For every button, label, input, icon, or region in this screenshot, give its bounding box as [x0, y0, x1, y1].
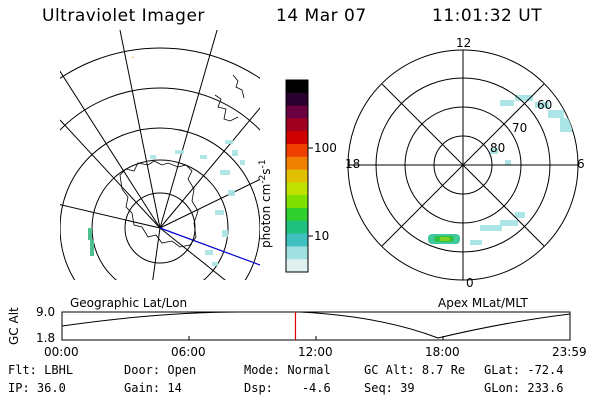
mlt-label-12: 12	[456, 36, 472, 50]
xtick-0600: 06:00	[171, 345, 206, 359]
altitude-ytick-top: 9.0	[36, 305, 56, 319]
apex-polar-plot	[347, 49, 579, 281]
footer-mode: Mode: Normal	[244, 363, 331, 377]
colorbar-band	[286, 144, 308, 158]
geographic-map	[60, 30, 260, 280]
mlt-label-18: 18	[345, 157, 361, 171]
colorbar-band	[286, 182, 308, 196]
apex-panel-label: Apex MLat/MLT	[438, 296, 528, 310]
mlt-label-0: 0	[466, 276, 474, 290]
footer-gain: Gain: 14	[124, 381, 182, 395]
xtick-1800: 18:00	[425, 345, 460, 359]
colorbar-band	[286, 169, 308, 183]
colorbar-tick-10: 10	[314, 229, 330, 243]
altitude-plot: GC Alt	[7, 307, 571, 345]
time-label: 11:01:32 UT	[432, 6, 543, 26]
colorbar-band	[286, 92, 308, 107]
date-label: 14 Mar 07	[276, 6, 367, 26]
mlat-label-70: 70	[512, 121, 528, 135]
colorbar-band	[286, 233, 308, 247]
colorbar-band	[286, 131, 308, 145]
altitude-ylabel: GC Alt	[7, 307, 21, 345]
colorbar-band	[286, 246, 308, 260]
footer-ip: IP: 36.0	[8, 381, 66, 395]
footer-filter: Flt: LBHL	[8, 363, 74, 377]
colorbar	[286, 80, 308, 273]
footer-dsp: Dsp: -4.6	[244, 381, 331, 395]
footer-door: Door: Open	[124, 363, 197, 377]
colorbar-band	[286, 220, 308, 235]
footer-glon: GLon: 233.6	[484, 381, 564, 395]
geographic-panel-label: Geographic Lat/Lon	[70, 296, 188, 310]
colorbar-tick-100: 100	[314, 141, 337, 155]
instrument-title: Ultraviolet Imager	[42, 6, 205, 26]
colorbar-band	[286, 80, 308, 94]
mlat-label-80: 80	[490, 141, 506, 155]
mlat-label-60: 60	[537, 98, 553, 112]
xtick-1200: 12:00	[298, 345, 333, 359]
mlt-label-6: 6	[577, 157, 585, 171]
colorbar-unit-label: photon cm-2s-1	[258, 159, 273, 248]
colorbar-band	[286, 118, 308, 132]
footer-glat: GLat: -72.4	[484, 363, 564, 377]
colorbar-band	[286, 105, 308, 119]
colorbar-band	[286, 259, 308, 273]
altitude-ytick-bottom: 1.8	[36, 331, 56, 345]
footer-gcalt: GC Alt: 8.7 Re	[364, 363, 466, 377]
colorbar-band	[286, 208, 308, 222]
svg-text:.: .	[130, 51, 135, 61]
colorbar-band	[286, 195, 308, 209]
xtick-0000: 00:00	[44, 345, 79, 359]
colorbar-band	[286, 156, 308, 171]
footer-seq: Seq: 39	[364, 381, 415, 395]
xtick-2359: 23:59	[552, 345, 587, 359]
